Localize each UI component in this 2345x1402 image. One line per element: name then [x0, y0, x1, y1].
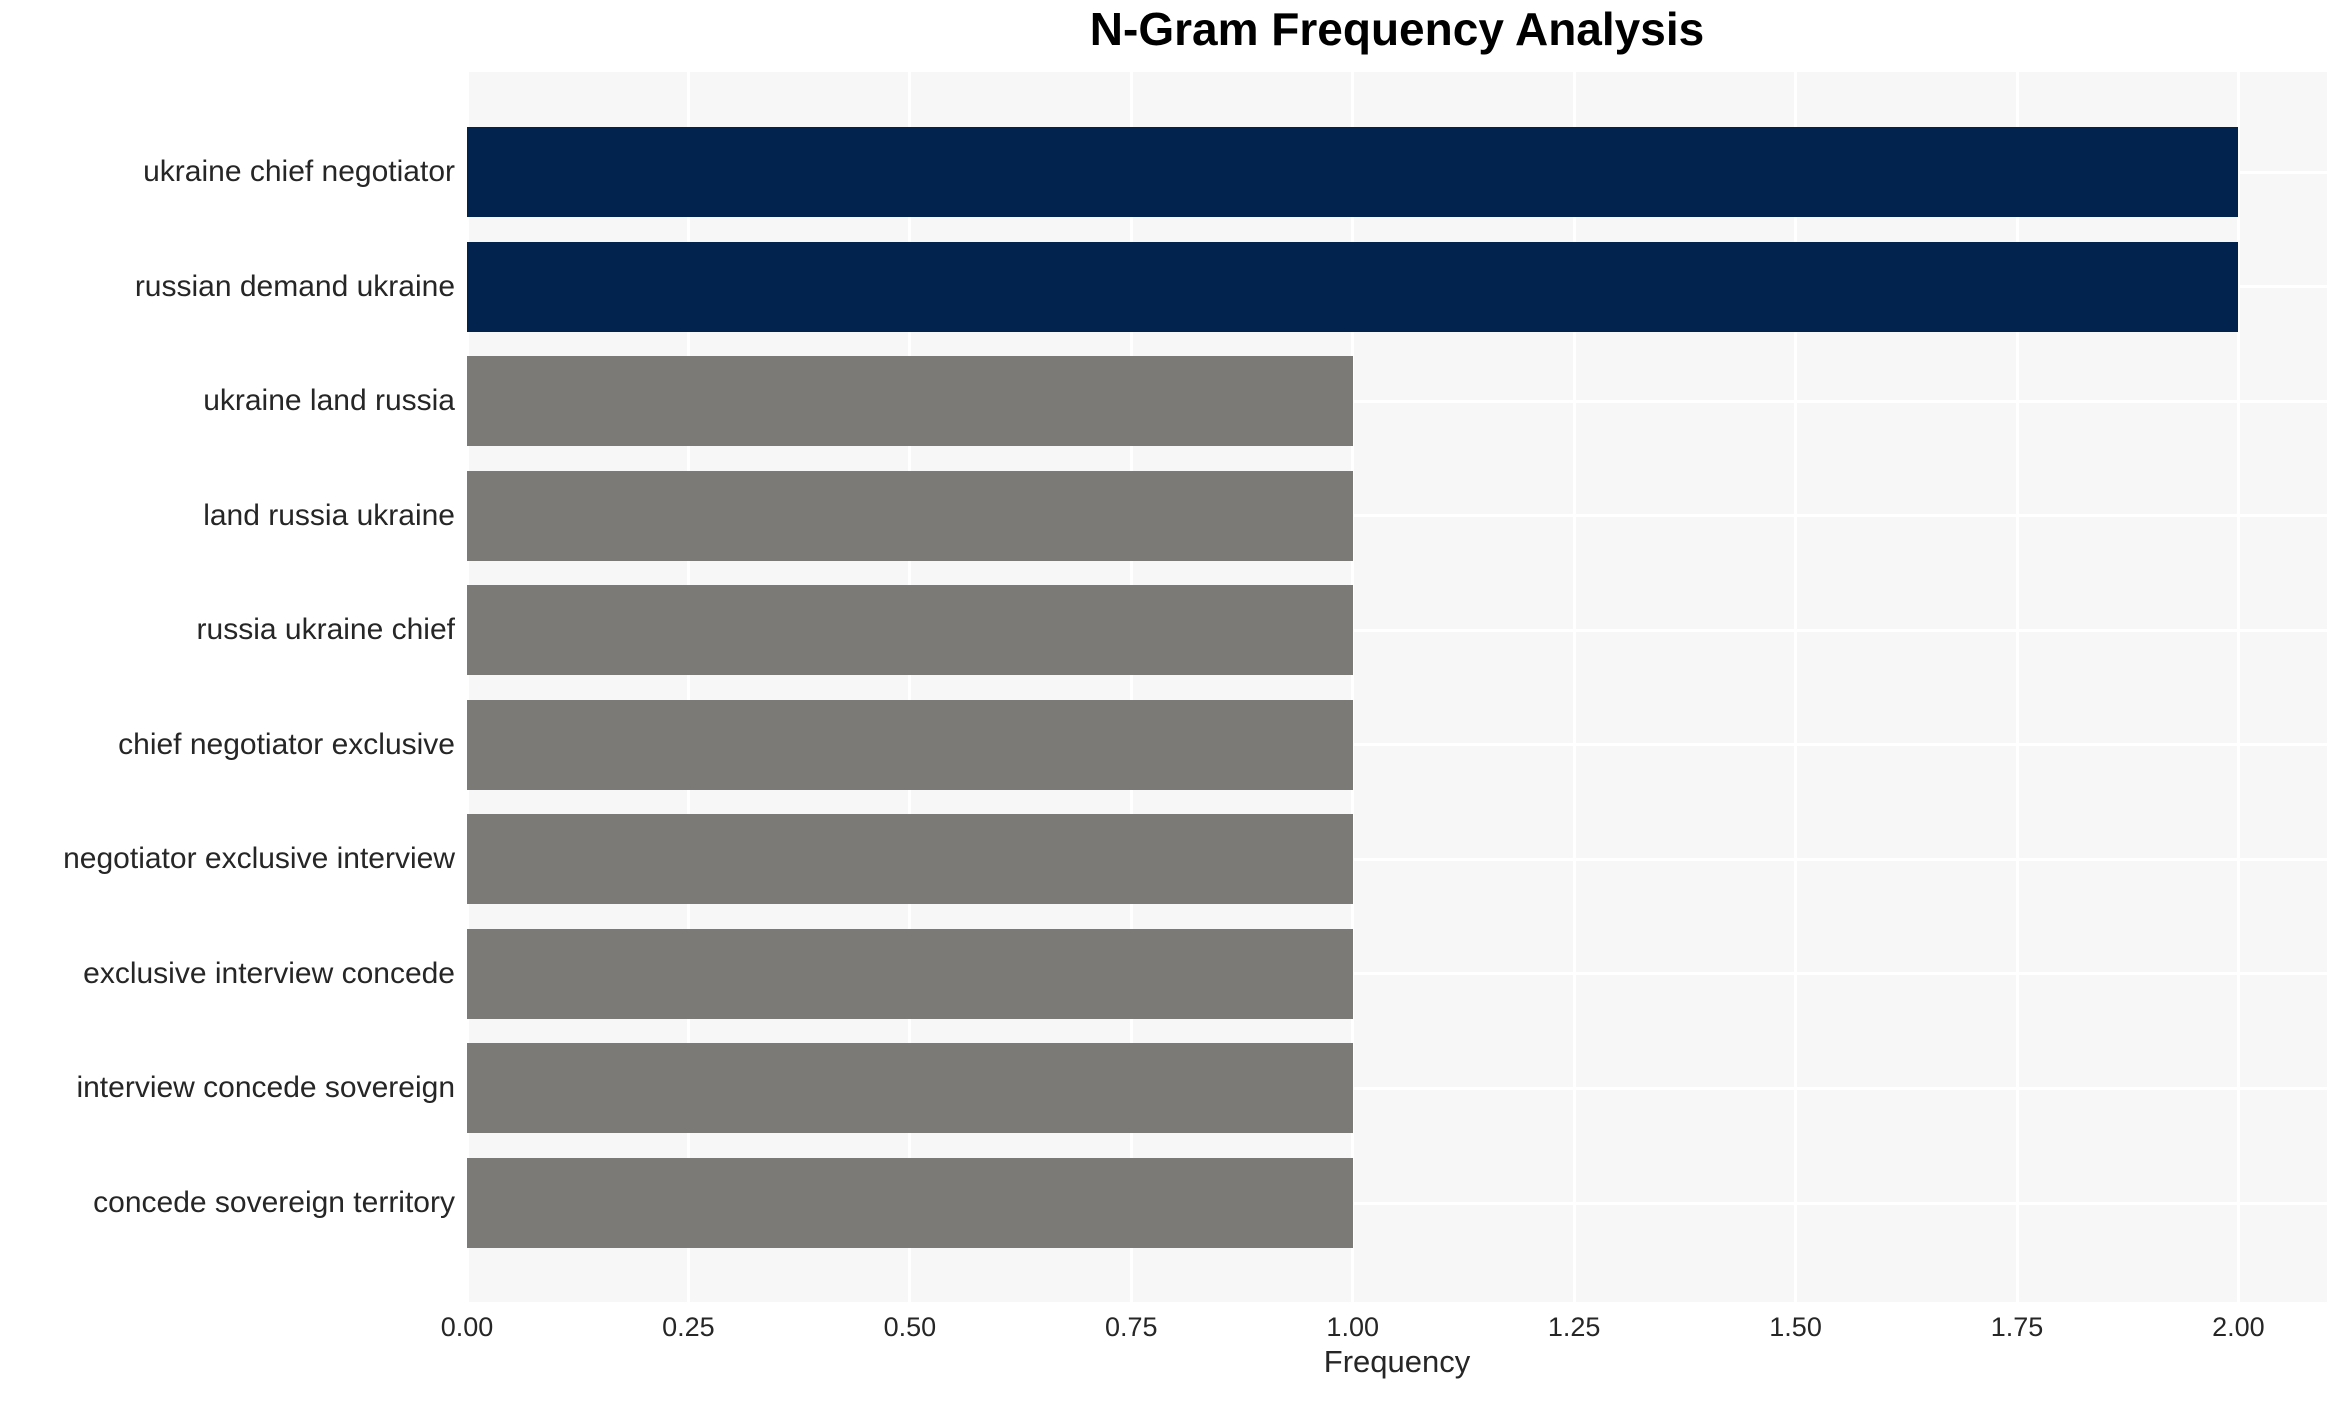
bar: [467, 699, 1353, 790]
x-tick-label: 0.50: [883, 1312, 937, 1342]
y-tick-label: russian demand ukraine: [134, 269, 455, 303]
bar: [467, 1043, 1353, 1134]
x-tick-label: 1.50: [1769, 1312, 1822, 1342]
chart-title: N-Gram Frequency Analysis: [1089, 3, 1705, 55]
x-gridline: [2236, 72, 2240, 1302]
y-tick-label: exclusive interview concede: [83, 956, 455, 990]
bar: [467, 928, 1353, 1019]
y-tick-label: ukraine chief negotiator: [143, 155, 455, 188]
y-gridline: [467, 1086, 2327, 1090]
x-tick-label: 0.75: [1105, 1312, 1158, 1342]
y-axis-labels: ukraine chief negotiator russian demand u…: [0, 0, 455, 1402]
y-gridline: [467, 628, 2327, 632]
y-tick-label: russia ukraine chief: [196, 613, 455, 647]
x-tick-label: 1.25: [1547, 1312, 1601, 1342]
y-gridline: [467, 399, 2327, 403]
bar: [467, 241, 2239, 332]
y-tick-label: land russia ukraine: [203, 498, 455, 532]
x-tick-label: 2.00: [2212, 1312, 2265, 1342]
x-axis-label: Frequency: [1323, 1344, 1471, 1379]
x-gridline: [686, 72, 690, 1302]
bar: [467, 470, 1353, 561]
bar: [467, 585, 1353, 676]
bar: [467, 356, 1353, 447]
bar: [467, 127, 2239, 217]
x-gridline: [465, 72, 469, 1302]
x-gridline: [1351, 72, 1355, 1302]
y-gridline: [467, 857, 2327, 861]
x-tick-label: 1.00: [1326, 1312, 1379, 1342]
y-gridline: [467, 1201, 2327, 1205]
y-gridline: [467, 743, 2327, 747]
y-gridline: [467, 514, 2327, 518]
y-gridline: [467, 972, 2327, 976]
x-tick-label: 0.00: [440, 1312, 494, 1342]
y-tick-label: chief negotiator exclusive: [118, 727, 455, 761]
y-tick-label: concede sovereign territory: [93, 1186, 455, 1220]
x-tick-label: 0.25: [662, 1312, 715, 1342]
x-gridline: [1794, 72, 1798, 1302]
x-gridline: [908, 72, 912, 1302]
x-tick-label: 1.75: [1990, 1312, 2044, 1342]
x-gridline: [1129, 72, 1133, 1302]
x-gridline: [1572, 72, 1576, 1302]
bar: [467, 814, 1353, 905]
y-tick-label: ukraine land russia: [203, 384, 455, 418]
plot-area: [465, 72, 2327, 1302]
y-tick-label: interview concede sovereign: [76, 1071, 455, 1105]
y-tick-label: negotiator exclusive interview: [63, 842, 455, 876]
bar: [467, 1158, 1353, 1249]
x-gridline: [2015, 72, 2019, 1302]
